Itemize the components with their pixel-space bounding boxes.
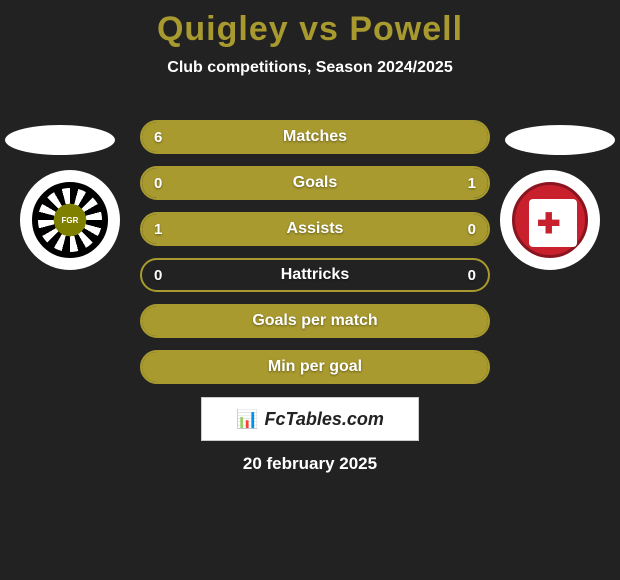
- chart-icon: 📊: [236, 409, 258, 430]
- stat-row: 10Assists: [140, 212, 490, 246]
- club-crest-left: FGR: [20, 170, 120, 270]
- branding-text: FcTables.com: [265, 409, 384, 430]
- page-title: Quigley vs Powell: [0, 0, 620, 49]
- footer-date: 20 february 2025: [0, 454, 620, 474]
- stat-label: Goals: [142, 174, 488, 192]
- stat-label: Assists: [142, 220, 488, 238]
- subtitle: Club competitions, Season 2024/2025: [0, 59, 620, 77]
- stat-row: 6Matches: [140, 120, 490, 154]
- stat-row: 00Hattricks: [140, 258, 490, 292]
- stat-row: 01Goals: [140, 166, 490, 200]
- branding-badge[interactable]: 📊 FcTables.com: [201, 397, 419, 441]
- stat-label: Hattricks: [142, 266, 488, 284]
- ellipse-left: [5, 125, 115, 155]
- ellipse-right: [505, 125, 615, 155]
- stat-bars: 6Matches 01Goals 10Assists 00Hattricks Goals…: [140, 120, 490, 396]
- stat-row: Min per goal: [140, 350, 490, 384]
- club-crest-right: [500, 170, 600, 270]
- stat-label: Goals per match: [142, 312, 488, 330]
- crest-graphic-left: FGR: [32, 182, 108, 258]
- stat-row: Goals per match: [140, 304, 490, 338]
- stat-label: Matches: [142, 128, 488, 146]
- stat-label: Min per goal: [142, 358, 488, 376]
- crest-graphic-right: [512, 182, 588, 258]
